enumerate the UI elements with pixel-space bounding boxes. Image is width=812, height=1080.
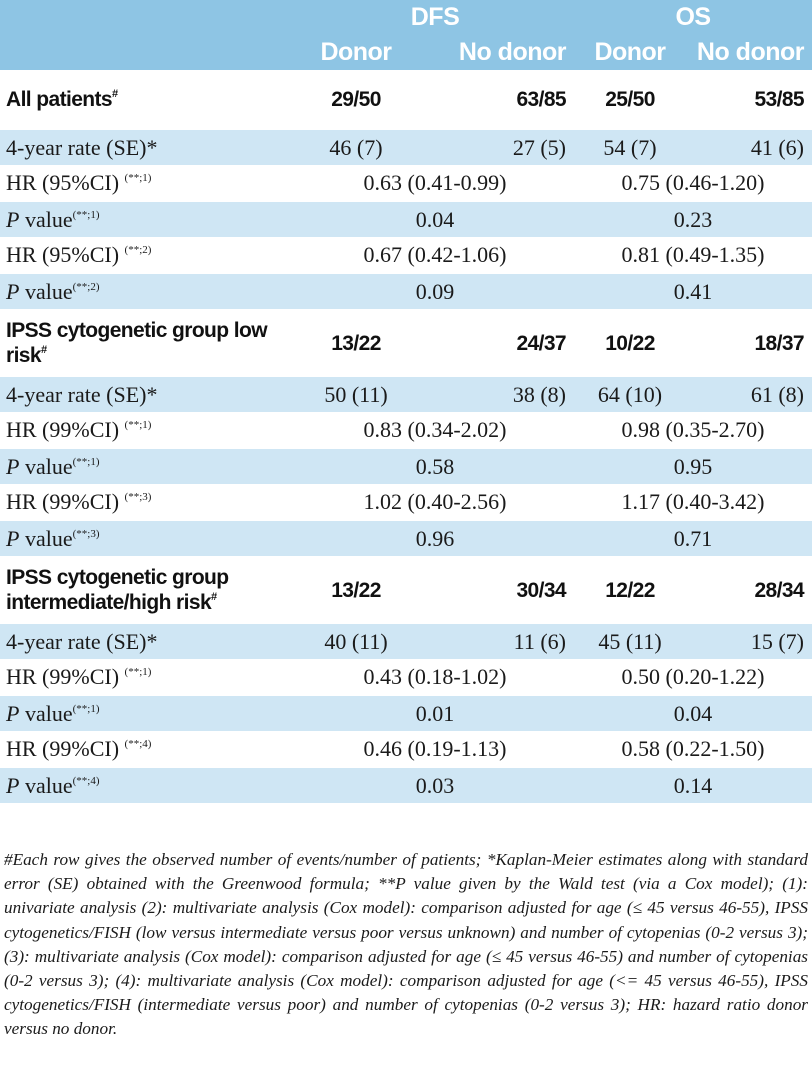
dfs-donor-events: 29/50 [296,70,416,130]
row-label: HR (99%CI) (**;3) [0,484,296,520]
p-value-dfs: 0.01 [296,694,574,731]
dfs-no-donor-events: 63/85 [416,70,574,130]
rate-row: 4-year rate (SE)* 50 (11) 38 (8) 64 (10)… [0,377,812,412]
dfs-donor-events: 13/22 [296,556,416,624]
table-footnote: #Each row gives the observed number of e… [4,850,808,1039]
header-row-columns: Donor No donor Donor No donor [0,34,812,70]
p-value-row: P value(**;1) 0.58 0.95 [0,447,812,484]
header-row-groups: DFS OS [0,0,812,34]
hr-row: HR (99%CI) (**;4) 0.46 (0.19-1.13) 0.58 … [0,731,812,767]
rate-row: 4-year rate (SE)* 40 (11) 11 (6) 45 (11)… [0,624,812,659]
p-value-dfs: 0.03 [296,766,574,803]
rate-os-no-donor: 61 (8) [686,377,812,412]
row-label: 4-year rate (SE)* [0,624,296,659]
header-os-donor: Donor [574,34,686,70]
row-label: P value(**;1) [0,200,296,237]
rate-row: 4-year rate (SE)* 46 (7) 27 (5) 54 (7) 4… [0,130,812,165]
dfs-donor-events: 13/22 [296,309,416,377]
rate-os-no-donor: 41 (6) [686,130,812,165]
row-label: HR (99%CI) (**;1) [0,659,296,695]
rate-os-donor: 54 (7) [574,130,686,165]
hr-os: 0.98 (0.35-2.70) [574,412,812,448]
header-empty-cell [0,0,296,34]
hr-os: 0.81 (0.49-1.35) [574,237,812,273]
hr-os: 1.17 (0.40-3.42) [574,484,812,520]
hr-dfs: 0.83 (0.34-2.02) [296,412,574,448]
header-empty-cell [0,34,296,70]
p-value-dfs: 0.04 [296,200,574,237]
rate-os-donor: 64 (10) [574,377,686,412]
group-row-all-patients: All patients# 29/50 63/85 25/50 53/85 [0,70,812,130]
p-value-row: P value(**;1) 0.04 0.23 [0,200,812,237]
p-value-row: P value(**;3) 0.96 0.71 [0,519,812,556]
header-dfs-donor: Donor [296,34,416,70]
group-label: All patients# [0,70,296,130]
dfs-no-donor-events: 24/37 [416,309,574,377]
header-dfs-no-donor: No donor [416,34,574,70]
hr-dfs: 0.46 (0.19-1.13) [296,731,574,767]
results-table-container: DFS OS Donor No donor Donor No donor All… [0,0,812,803]
row-label: P value(**;1) [0,447,296,484]
row-label: HR (99%CI) (**;4) [0,731,296,767]
row-label: HR (95%CI) (**;2) [0,237,296,273]
rate-dfs-donor: 40 (11) [296,624,416,659]
rate-os-donor: 45 (11) [574,624,686,659]
row-label: HR (95%CI) (**;1) [0,165,296,201]
hr-os: 0.58 (0.22-1.50) [574,731,812,767]
results-table: DFS OS Donor No donor Donor No donor All… [0,0,812,803]
os-donor-events: 10/22 [574,309,686,377]
p-value-dfs: 0.09 [296,272,574,309]
group-row-high-risk: IPSS cytogenetic group intermediate/high… [0,556,812,624]
group-label: IPSS cytogenetic group low risk# [0,309,296,377]
header-os-no-donor: No donor [686,34,812,70]
os-no-donor-events: 53/85 [686,70,812,130]
p-value-os: 0.14 [574,766,812,803]
row-label: P value(**;3) [0,519,296,556]
hr-row: HR (99%CI) (**;1) 0.83 (0.34-2.02) 0.98 … [0,412,812,448]
row-label: P value(**;2) [0,272,296,309]
hr-os: 0.75 (0.46-1.20) [574,165,812,201]
row-label: HR (99%CI) (**;1) [0,412,296,448]
rate-dfs-no-donor: 11 (6) [416,624,574,659]
p-value-os: 0.23 [574,200,812,237]
row-label: P value(**;4) [0,766,296,803]
header-dfs: DFS [296,0,574,34]
hr-row: HR (99%CI) (**;1) 0.43 (0.18-1.02) 0.50 … [0,659,812,695]
os-donor-events: 25/50 [574,70,686,130]
os-no-donor-events: 18/37 [686,309,812,377]
group-row-low-risk: IPSS cytogenetic group low risk# 13/22 2… [0,309,812,377]
rate-dfs-no-donor: 27 (5) [416,130,574,165]
p-value-os: 0.04 [574,694,812,731]
p-value-row: P value(**;4) 0.03 0.14 [0,766,812,803]
p-value-os: 0.41 [574,272,812,309]
p-value-os: 0.95 [574,447,812,484]
row-label: 4-year rate (SE)* [0,377,296,412]
hr-dfs: 0.63 (0.41-0.99) [296,165,574,201]
row-label: 4-year rate (SE)* [0,130,296,165]
p-value-row: P value(**;1) 0.01 0.04 [0,694,812,731]
os-donor-events: 12/22 [574,556,686,624]
hr-row: HR (95%CI) (**;2) 0.67 (0.42-1.06) 0.81 … [0,237,812,273]
p-value-row: P value(**;2) 0.09 0.41 [0,272,812,309]
hr-row: HR (99%CI) (**;3) 1.02 (0.40-2.56) 1.17 … [0,484,812,520]
hr-dfs: 0.67 (0.42-1.06) [296,237,574,273]
p-value-os: 0.71 [574,519,812,556]
dfs-no-donor-events: 30/34 [416,556,574,624]
os-no-donor-events: 28/34 [686,556,812,624]
row-label: P value(**;1) [0,694,296,731]
hr-row: HR (95%CI) (**;1) 0.63 (0.41-0.99) 0.75 … [0,165,812,201]
rate-dfs-donor: 46 (7) [296,130,416,165]
hr-dfs: 0.43 (0.18-1.02) [296,659,574,695]
p-value-dfs: 0.58 [296,447,574,484]
hr-os: 0.50 (0.20-1.22) [574,659,812,695]
rate-dfs-donor: 50 (11) [296,377,416,412]
rate-dfs-no-donor: 38 (8) [416,377,574,412]
rate-os-no-donor: 15 (7) [686,624,812,659]
group-label: IPSS cytogenetic group intermediate/high… [0,556,296,624]
header-os: OS [574,0,812,34]
p-value-dfs: 0.96 [296,519,574,556]
hr-dfs: 1.02 (0.40-2.56) [296,484,574,520]
